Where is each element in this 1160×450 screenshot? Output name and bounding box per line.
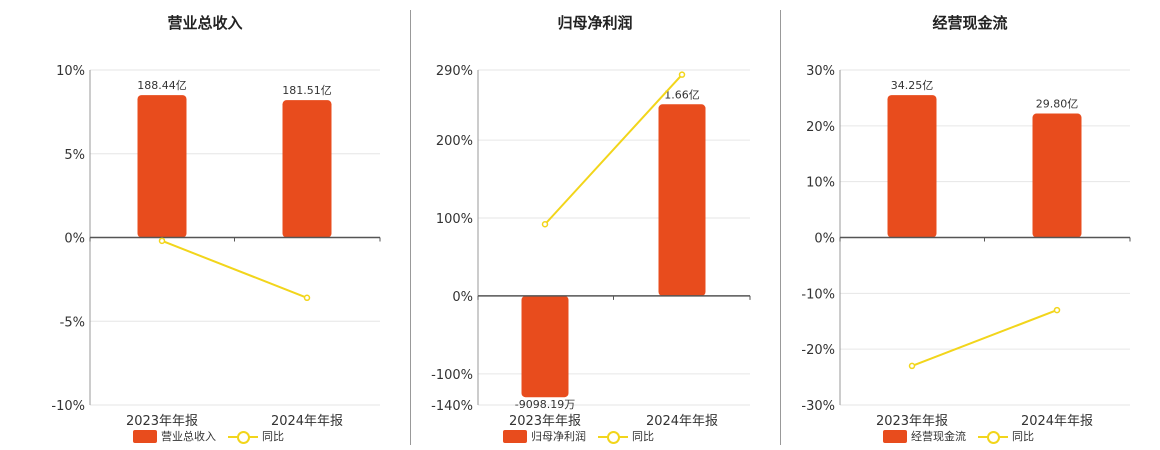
legend-label: 同比 — [632, 430, 654, 443]
y-tick-label: 10% — [56, 64, 85, 79]
legend-item-bar[interactable]: 归母净利润 — [503, 428, 586, 444]
data-label: 181.51亿 — [282, 84, 332, 97]
y-tick-label: 5% — [64, 148, 85, 163]
legend-label: 营业总收入 — [161, 430, 216, 443]
yoy-point[interactable] — [158, 237, 166, 245]
y-tick-label: 20% — [806, 120, 835, 135]
y-tick-label: -5% — [60, 315, 85, 330]
legend-label: 经营现金流 — [911, 430, 966, 443]
bar[interactable] — [137, 95, 187, 238]
y-tick-label: 10% — [806, 176, 835, 191]
x-tick-label: 2024年年报 — [646, 414, 718, 429]
cash-flow-chart-panel: 经营现金流 — [780, 0, 1160, 450]
bar[interactable] — [282, 100, 332, 238]
x-tick-label: 2024年年报 — [1021, 414, 1093, 429]
bar[interactable] — [1032, 113, 1082, 238]
y-tick-label: 0% — [64, 232, 85, 247]
y-tick-label: 100% — [436, 212, 473, 227]
data-label: -9098.19万 — [515, 398, 575, 411]
yoy-point[interactable] — [541, 221, 549, 228]
x-tick-label: 2023年年报 — [876, 414, 948, 429]
yoy-line — [161, 239, 308, 299]
chart-2: 30% 20% 10% 0% -10% -20% -30% 34.25亿 29.80亿 2023年… — [801, 64, 1131, 429]
y-tick-label: 30% — [806, 64, 835, 79]
data-label: 34.25亿 — [891, 79, 934, 92]
legend-item-bar[interactable]: 经营现金流 — [883, 428, 966, 444]
panel-divider-2 — [780, 10, 781, 445]
x-tick-label: 2023年年报 — [509, 414, 581, 429]
legend-label: 归母净利润 — [531, 430, 586, 443]
yoy-point[interactable] — [908, 362, 916, 370]
legend-item-bar[interactable]: 营业总收入 — [133, 428, 216, 444]
bar[interactable] — [521, 295, 569, 398]
legend-line-swatch — [598, 430, 628, 444]
yoy-point[interactable] — [678, 71, 686, 78]
yoy-point[interactable] — [1053, 306, 1061, 314]
legend-bar-swatch — [503, 429, 527, 443]
x-tick-label: 2024年年报 — [271, 414, 343, 429]
y-tick-label: -140% — [431, 399, 473, 414]
y-tick-label: -100% — [431, 368, 473, 383]
bar[interactable] — [887, 95, 937, 238]
chart-1: 290% 200% 100% 0% -100% -140% -9098.19万 1.66亿 20… — [431, 64, 751, 429]
x-tick-label: 2023年年报 — [126, 414, 198, 429]
legend: 归母净利润 同比 — [503, 428, 660, 444]
y-tick-label: -10% — [51, 399, 85, 414]
net-profit-chart-panel: 归母净利润 — [410, 0, 780, 450]
legend-item-line[interactable]: 同比 — [598, 428, 654, 444]
legend-line-swatch — [978, 430, 1008, 444]
chart-title: 经营现金流 — [932, 14, 1008, 32]
legend: 营业总收入 同比 — [133, 428, 290, 444]
revenue-chart-panel: 营业总收入 — [0, 0, 410, 450]
data-label: 29.80亿 — [1036, 98, 1079, 111]
y-tick-label: 200% — [436, 134, 473, 149]
chart-title: 营业总收入 — [167, 14, 243, 32]
panel-divider-1 — [410, 10, 411, 445]
y-tick-label: -20% — [801, 343, 835, 358]
chart-title: 归母净利润 — [557, 14, 633, 32]
legend-line-swatch — [228, 430, 258, 444]
chart-0: 10% 5% 0% -5% -10% 188.44亿 181.51亿 2023年年报 2024年… — [51, 64, 381, 429]
y-tick-label: 0% — [814, 232, 835, 247]
data-label: 1.66亿 — [664, 88, 700, 101]
legend-item-line[interactable]: 同比 — [978, 428, 1034, 444]
data-label: 188.44亿 — [137, 79, 187, 92]
y-tick-label: -30% — [801, 399, 835, 414]
legend-bar-swatch — [883, 429, 907, 443]
legend-item-line[interactable]: 同比 — [228, 428, 284, 444]
legend-label: 同比 — [1012, 430, 1034, 443]
y-tick-label: 0% — [452, 290, 473, 305]
y-tick-label: -10% — [801, 287, 835, 302]
yoy-line — [911, 309, 1058, 367]
yoy-line — [544, 73, 683, 225]
bar[interactable] — [658, 104, 706, 296]
legend: 经营现金流 同比 — [883, 428, 1040, 444]
yoy-point[interactable] — [303, 294, 311, 302]
legend-label: 同比 — [262, 430, 284, 443]
y-tick-label: 290% — [436, 64, 473, 79]
legend-bar-swatch — [133, 429, 157, 443]
